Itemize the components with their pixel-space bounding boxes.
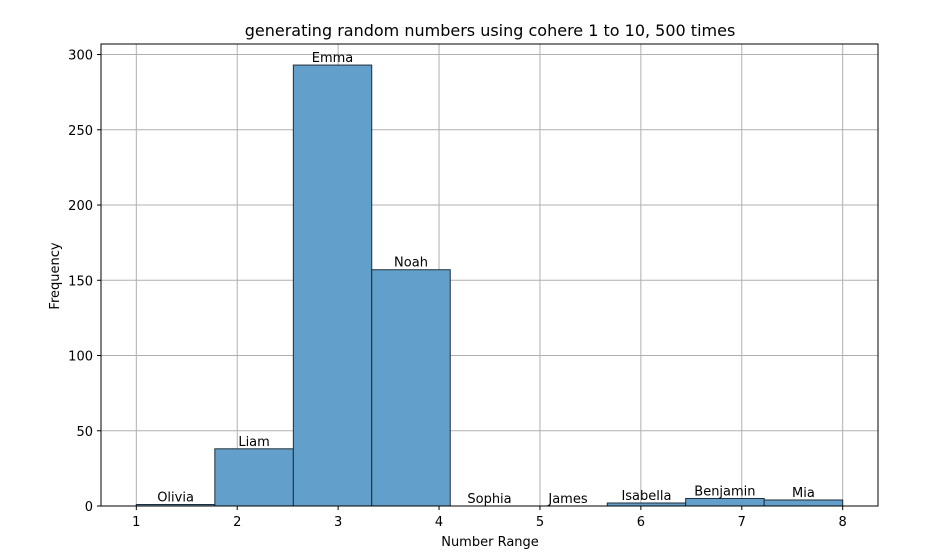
bar-liam — [214, 448, 294, 507]
y-axis-ticks: 0 50 100 150 200 250 300 — [68, 49, 101, 515]
y-tick-label: 50 — [76, 425, 93, 440]
grid-lines — [101, 44, 878, 507]
y-tick-label: 100 — [68, 350, 93, 365]
x-axis-label: Number Range — [441, 535, 539, 550]
bar-label-emma: Emma — [312, 51, 354, 66]
x-tick-label: 2 — [233, 515, 241, 530]
chart-title: generating random numbers using cohere 1… — [245, 21, 736, 40]
x-tick-label: 1 — [132, 515, 140, 530]
plot-frame — [100, 43, 879, 507]
x-tick-label: 8 — [839, 515, 847, 530]
bar-label-liam: Liam — [238, 435, 269, 450]
x-tick-label: 3 — [334, 515, 342, 530]
bar-label-noah: Noah — [394, 256, 428, 271]
bar-label-olivia: Olivia — [157, 490, 194, 505]
y-tick-label: 250 — [68, 124, 93, 139]
bar-label-benjamin: Benjamin — [694, 484, 755, 499]
x-tick-label: 5 — [536, 515, 544, 530]
x-axis-ticks: 1 2 3 4 5 6 7 8 — [132, 506, 847, 530]
bars-group — [135, 64, 844, 507]
bar-benjamin — [685, 497, 765, 507]
y-tick-label: 200 — [68, 199, 93, 214]
bar-labels-group: Olivia Liam Emma Noah Sophia James Isabella Ben… — [157, 51, 815, 507]
bar-label-mia: Mia — [792, 486, 815, 501]
y-tick-label: 0 — [85, 500, 93, 515]
x-tick-label: 6 — [637, 515, 645, 530]
bar-emma — [292, 64, 373, 507]
y-tick-label: 150 — [68, 274, 93, 289]
y-tick-label: 300 — [68, 49, 93, 64]
bar-noah — [371, 269, 451, 507]
y-axis-label: Frequency — [48, 242, 63, 309]
x-tick-label: 4 — [435, 515, 443, 530]
bar-label-james: James — [547, 492, 587, 507]
bar-label-sophia: Sophia — [467, 492, 511, 507]
bar-label-isabella: Isabella — [621, 489, 671, 504]
x-tick-label: 7 — [738, 515, 746, 530]
